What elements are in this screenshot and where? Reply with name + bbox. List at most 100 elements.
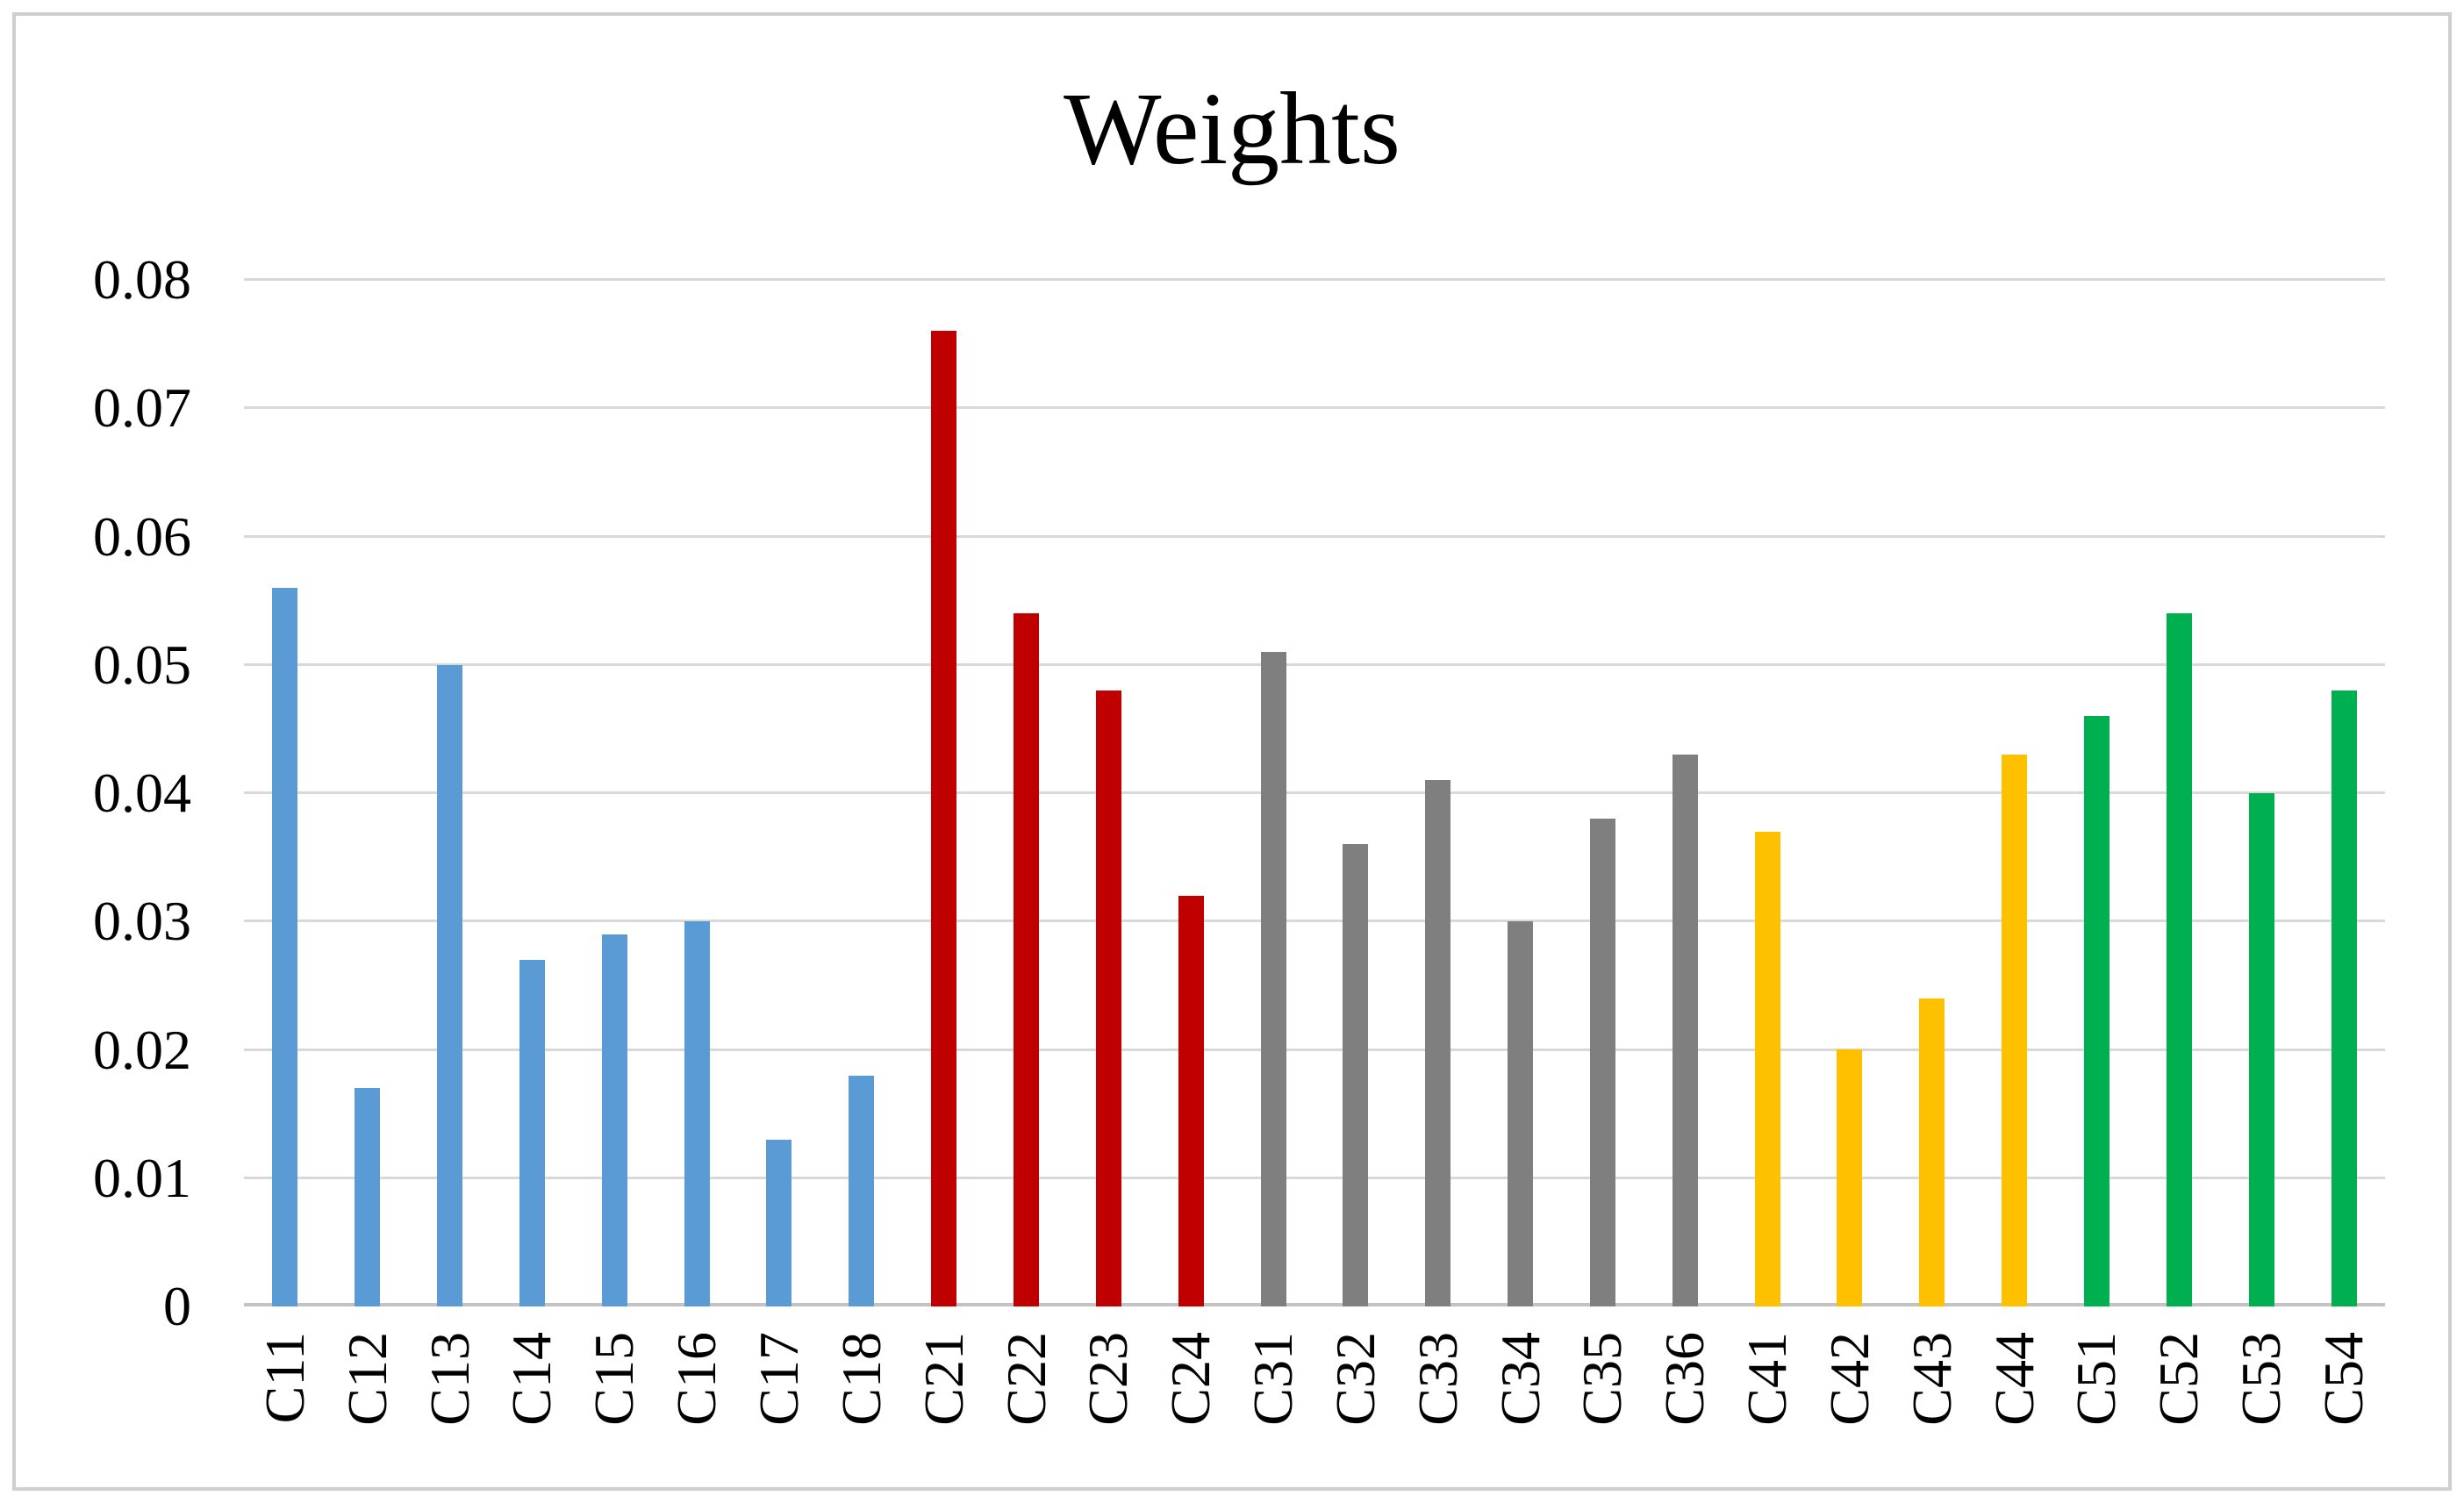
bar-C18 — [849, 1076, 875, 1306]
x-label-column-C34: C34 — [1479, 1332, 1562, 1494]
x-label-column-C33: C33 — [1397, 1332, 1479, 1494]
bar-C44 — [2002, 755, 2028, 1306]
gridline-0.07 — [244, 406, 2385, 410]
plot-area — [244, 278, 2385, 1306]
bar-C14 — [519, 960, 545, 1306]
bar-column-C17 — [738, 280, 820, 1306]
x-label-column-C42: C42 — [1809, 1332, 1891, 1494]
x-axis-category-labels: C11 C12 C13 C14 C15 C16 C17 C18 C21 C22 C23 C24 C31 C… — [244, 1332, 2385, 1494]
x-label-C12: C12 — [335, 1332, 398, 1426]
x-label-C16: C16 — [665, 1332, 728, 1426]
x-label-column-C22: C22 — [985, 1332, 1068, 1494]
x-label-C33: C33 — [1406, 1332, 1469, 1426]
bar-C32 — [1343, 844, 1369, 1306]
y-tick-label-0.02: 0.02 — [93, 1018, 191, 1081]
bar-column-C15 — [573, 280, 655, 1306]
y-tick-label-0.08: 0.08 — [93, 248, 191, 311]
bar-C51 — [2083, 716, 2109, 1306]
x-label-C52: C52 — [2147, 1332, 2210, 1426]
x-label-column-C54: C54 — [2303, 1332, 2385, 1494]
bar-C54 — [2331, 691, 2357, 1306]
x-label-C51: C51 — [2065, 1332, 2128, 1426]
x-label-C43: C43 — [1900, 1332, 1963, 1426]
gridline-0.01 — [244, 1176, 2385, 1179]
bar-column-C11 — [244, 280, 326, 1306]
x-label-column-C31: C31 — [1232, 1332, 1314, 1494]
bar-column-C13 — [409, 280, 491, 1306]
bar-C35 — [1589, 819, 1615, 1306]
gridline-0.04 — [244, 791, 2385, 794]
y-tick-label-0.04: 0.04 — [93, 762, 191, 824]
x-label-C35: C35 — [1571, 1332, 1634, 1426]
x-label-column-C18: C18 — [820, 1332, 903, 1494]
x-label-C32: C32 — [1323, 1332, 1386, 1426]
x-label-C22: C22 — [994, 1332, 1057, 1426]
bar-column-C23 — [1067, 280, 1150, 1306]
x-label-column-C43: C43 — [1891, 1332, 1973, 1494]
bar-column-C44 — [1973, 280, 2056, 1306]
x-label-C18: C18 — [829, 1332, 892, 1426]
bar-column-C12 — [326, 280, 409, 1306]
bar-C12 — [355, 1088, 381, 1306]
x-label-column-C35: C35 — [1562, 1332, 1644, 1494]
y-tick-label-0.07: 0.07 — [93, 376, 191, 440]
chart-title: Weights — [1064, 71, 1400, 186]
x-label-column-C21: C21 — [903, 1332, 985, 1494]
bar-C24 — [1178, 896, 1204, 1306]
bar-column-C22 — [985, 280, 1068, 1306]
bar-C11 — [272, 588, 298, 1306]
x-label-C11: C11 — [253, 1332, 316, 1424]
bar-column-C24 — [1150, 280, 1232, 1306]
bar-C36 — [1672, 755, 1698, 1306]
x-label-column-C17: C17 — [738, 1332, 820, 1494]
gridline-0.02 — [244, 1048, 2385, 1051]
x-label-C34: C34 — [1488, 1332, 1551, 1426]
x-label-column-C23: C23 — [1067, 1332, 1150, 1494]
bar-column-C14 — [491, 280, 574, 1306]
bar-column-C43 — [1891, 280, 1973, 1306]
x-label-column-C13: C13 — [409, 1332, 491, 1494]
bar-C33 — [1425, 780, 1451, 1306]
bar-C41 — [1754, 832, 1780, 1306]
bar-column-C32 — [1314, 280, 1397, 1306]
gridline-0.08 — [244, 278, 2385, 281]
bar-C13 — [437, 665, 463, 1306]
bar-column-C18 — [820, 280, 903, 1306]
bar-column-C31 — [1232, 280, 1314, 1306]
bar-C43 — [1919, 998, 1945, 1306]
bar-C17 — [766, 1140, 792, 1306]
x-label-column-C16: C16 — [655, 1332, 738, 1494]
x-label-column-C44: C44 — [1973, 1332, 2056, 1494]
bar-column-C53 — [2220, 280, 2303, 1306]
x-label-C15: C15 — [583, 1332, 646, 1426]
x-label-C17: C17 — [747, 1332, 810, 1426]
y-tick-label-0.06: 0.06 — [93, 505, 191, 568]
bars-layer — [244, 280, 2385, 1306]
bar-column-C16 — [655, 280, 738, 1306]
bar-C15 — [601, 934, 627, 1306]
x-label-column-C53: C53 — [2220, 1332, 2303, 1494]
x-label-column-C52: C52 — [2138, 1332, 2220, 1494]
x-label-column-C15: C15 — [573, 1332, 655, 1494]
bar-column-C21 — [903, 280, 985, 1306]
bar-C31 — [1260, 652, 1286, 1306]
x-label-column-C12: C12 — [326, 1332, 409, 1494]
x-label-C31: C31 — [1242, 1332, 1305, 1426]
bar-C21 — [931, 331, 957, 1306]
x-label-C54: C54 — [2312, 1332, 2375, 1426]
y-tick-label-0.05: 0.05 — [93, 633, 191, 696]
x-label-column-C11: C11 — [244, 1332, 326, 1494]
x-label-column-C41: C41 — [1726, 1332, 1809, 1494]
bar-C23 — [1095, 691, 1121, 1306]
gridline-0.03 — [244, 920, 2385, 923]
gridline-0.05 — [244, 662, 2385, 666]
x-label-C36: C36 — [1653, 1332, 1716, 1426]
bar-C22 — [1014, 613, 1040, 1306]
bar-C34 — [1508, 921, 1534, 1306]
x-label-C14: C14 — [500, 1332, 563, 1426]
bar-column-C36 — [1644, 280, 1726, 1306]
bar-column-C41 — [1726, 280, 1809, 1306]
x-label-C53: C53 — [2230, 1332, 2293, 1426]
bar-column-C33 — [1397, 280, 1479, 1306]
